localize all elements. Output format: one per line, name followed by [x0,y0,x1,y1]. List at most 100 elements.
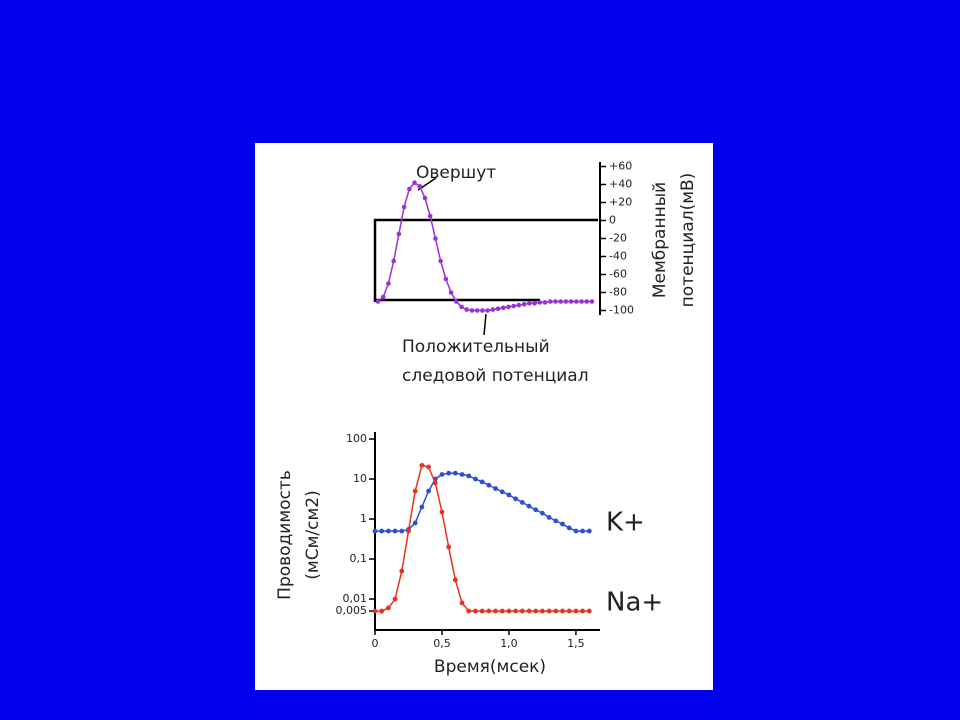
point [422,195,428,201]
point [586,528,592,534]
point [480,308,485,313]
point [399,528,405,534]
point [419,504,425,510]
y-tick-label: +60 [609,160,632,173]
point [372,528,378,534]
point [586,608,592,614]
y-tick-label: -80 [609,286,627,299]
point [396,231,402,237]
y-tick-label: 0,01 [343,592,368,605]
point [546,514,552,520]
y-tick-label: -40 [609,250,627,263]
y-axis-label: потенциал(мВ) [678,173,698,308]
point [417,184,423,189]
annotation: Положительный [402,337,550,357]
point [385,605,391,611]
point [419,462,425,468]
point [406,528,411,534]
point [527,301,532,306]
point [573,608,579,614]
point [459,600,465,606]
point [438,258,443,264]
point [399,568,405,574]
point [573,528,579,534]
y-tick-label: -20 [609,232,627,245]
point [584,299,590,304]
x-tick-label: 0 [372,637,379,650]
point [474,308,480,313]
annotation: Овершут [416,163,496,183]
point [500,305,506,311]
point [558,299,563,304]
y-axis-label: (мСм/см2) [303,490,323,580]
point [542,300,548,305]
point [519,500,525,505]
point [511,303,517,309]
point [540,608,545,614]
frame [373,218,598,302]
point [495,306,501,312]
arrow [483,313,487,336]
point [560,608,565,614]
legend-label: Na+ [606,588,663,618]
point [459,472,465,477]
point [392,528,398,534]
y-tick-label: 0 [609,214,616,227]
point [533,608,539,614]
point [392,596,398,602]
point [432,480,438,486]
point [516,302,522,308]
point [553,299,558,304]
annotation: следовой потенциал [402,366,589,386]
x-tick-label: 0,5 [433,637,451,650]
point [466,473,472,479]
point [380,294,386,300]
point [391,258,396,264]
point [439,472,445,477]
y-axis-label: Мембранный [650,182,670,298]
point [506,608,512,614]
point [533,507,539,513]
point [547,299,553,304]
y-tick-label: +40 [609,178,632,191]
point [589,299,595,304]
point [579,299,584,304]
point [546,608,552,614]
y-tick-label: 100 [346,432,367,445]
point [479,608,485,614]
point [412,488,418,494]
point [401,204,407,210]
point [560,521,565,527]
point [513,608,519,614]
point [412,520,418,526]
y-tick-label: +20 [609,196,632,209]
point [479,479,485,485]
point [553,518,559,524]
y-tick-label: 0,1 [350,552,368,565]
point [452,470,458,476]
point [379,608,385,614]
point [566,608,572,614]
point [372,608,378,614]
point [448,290,454,295]
point [469,308,475,313]
point [580,608,586,614]
figure-panel [255,143,713,690]
point [540,510,545,516]
y-tick-label: 1 [360,512,367,525]
point [433,236,438,241]
point [553,608,559,614]
point [452,577,458,583]
point [513,496,519,502]
point [526,503,532,509]
y-axis-label: Проводимость [275,470,295,600]
point [532,301,537,306]
y-tick-label: -100 [609,304,634,317]
point [459,304,464,310]
point [563,299,569,304]
point [526,608,532,614]
x-tick-label: 1,0 [500,637,518,650]
x-axis-label: Время(мсек) [434,657,546,677]
point [412,180,417,185]
y-tick-label: 10 [353,472,367,485]
